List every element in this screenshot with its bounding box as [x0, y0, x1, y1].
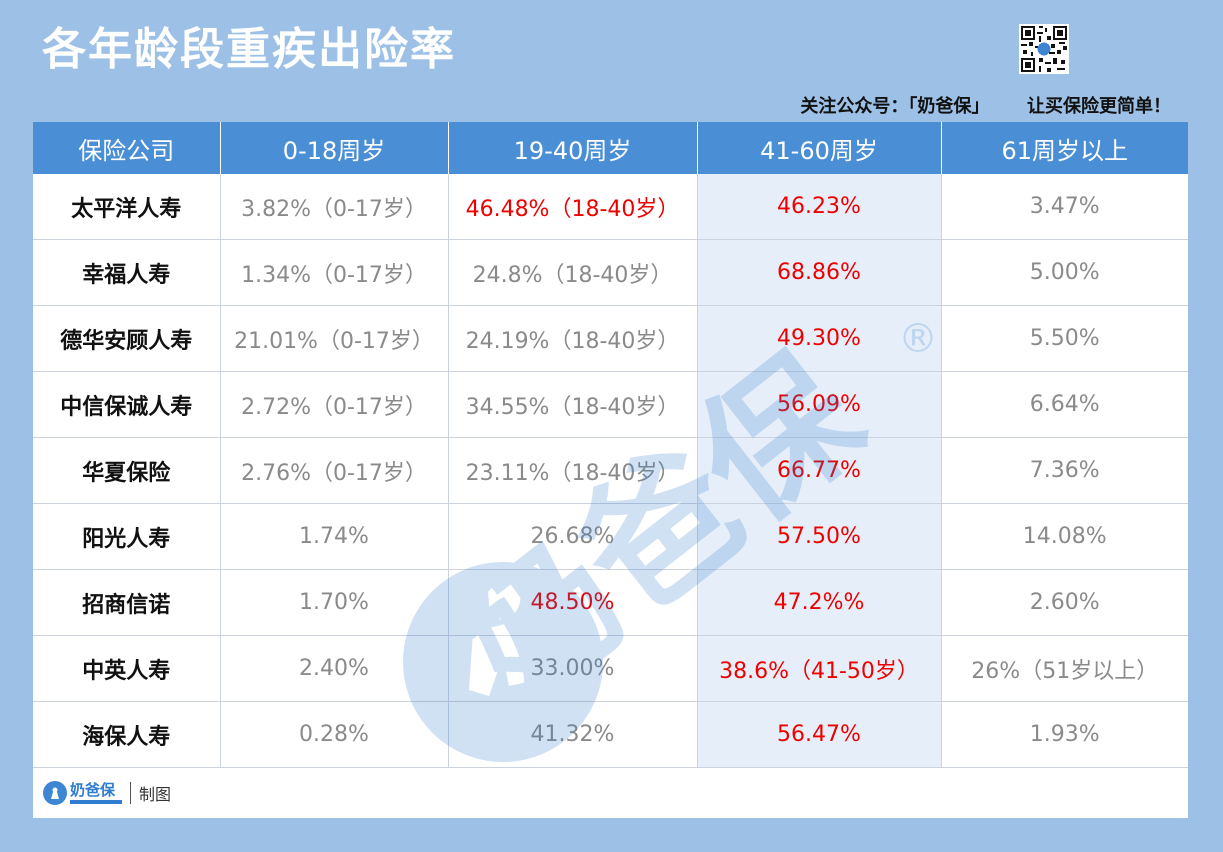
qr-code-icon — [1019, 24, 1069, 74]
rate-cell-0-18: 1.70% — [220, 569, 449, 636]
rate-cell-19-40: 23.11%（18-40岁） — [448, 437, 698, 504]
rate-cell-19-40: 34.55%（18-40岁） — [448, 371, 698, 438]
column-header: 61周岁以上 — [941, 122, 1188, 174]
rate-cell-41-60: 47.2%% — [697, 569, 942, 636]
logo-circle-icon — [43, 781, 67, 805]
rate-cell-19-40: 33.00% — [448, 635, 698, 702]
table-header-row: 保险公司 0-18周岁 19-40周岁 41-60周岁 61周岁以上 — [33, 122, 1188, 174]
rate-cell-41-60: 66.77% — [697, 437, 942, 504]
rate-cell-61-plus: 6.64% — [941, 371, 1188, 438]
rate-cell-19-40: 26.68% — [448, 503, 698, 570]
table-row: 阳光人寿 1.74% 26.68% 57.50% 14.08% — [33, 503, 1188, 570]
table-row: 华夏保险 2.76%（0-17岁） 23.11%（18-40岁） 66.77% … — [33, 437, 1188, 504]
column-header: 41-60周岁 — [697, 122, 942, 174]
company-cell: 德华安顾人寿 — [33, 305, 221, 372]
rate-cell-41-60: 38.6%（41-50岁） — [697, 635, 942, 702]
rate-cell-61-plus: 5.50% — [941, 305, 1188, 372]
rate-cell-0-18: 21.01%（0-17岁） — [220, 305, 449, 372]
page-title: 各年龄段重疾出险率 — [42, 24, 456, 75]
company-cell: 招商信诺 — [33, 569, 221, 636]
rate-cell-41-60: 56.47% — [697, 701, 942, 768]
rate-cell-61-plus: 2.60% — [941, 569, 1188, 636]
rate-cell-0-18: 0.28% — [220, 701, 449, 768]
rate-cell-19-40: 46.48%（18-40岁） — [448, 174, 698, 240]
follow-account-text: 关注公众号：「奶爸保」 让买保险更简单！ — [800, 96, 1171, 117]
rate-cell-41-60: 56.09% — [697, 371, 942, 438]
rate-cell-0-18: 1.74% — [220, 503, 449, 570]
naibabao-logo-icon: 奶爸保 — [43, 781, 122, 805]
rate-cell-61-plus: 7.36% — [941, 437, 1188, 504]
rate-cell-61-plus: 14.08% — [941, 503, 1188, 570]
rate-cell-0-18: 1.34%（0-17岁） — [220, 239, 449, 306]
rate-cell-0-18: 3.82%（0-17岁） — [220, 174, 449, 240]
company-cell: 阳光人寿 — [33, 503, 221, 570]
table-row: 招商信诺 1.70% 48.50% 47.2%% 2.60% — [33, 569, 1188, 636]
rate-cell-61-plus: 3.47% — [941, 174, 1188, 240]
rate-cell-19-40: 41.32% — [448, 701, 698, 768]
rate-cell-61-plus: 26%（51岁以上） — [941, 635, 1188, 702]
company-cell: 太平洋人寿 — [33, 174, 221, 240]
made-by-label: 制图 — [139, 785, 172, 804]
rate-cell-0-18: 2.76%（0-17岁） — [220, 437, 449, 504]
rate-cell-41-60: 49.30% — [697, 305, 942, 372]
table-row: 海保人寿 0.28% 41.32% 56.47% 1.93% — [33, 701, 1188, 768]
rate-cell-41-60: 68.86% — [697, 239, 942, 306]
rate-cell-41-60: 46.23% — [697, 174, 942, 240]
column-header: 0-18周岁 — [220, 122, 449, 174]
table-row: 太平洋人寿 3.82%（0-17岁） 46.48%（18-40岁） 46.23%… — [33, 174, 1188, 240]
claims-rate-table: 保险公司 0-18周岁 19-40周岁 41-60周岁 61周岁以上 太平洋人寿… — [33, 122, 1188, 768]
rate-cell-61-plus: 5.00% — [941, 239, 1188, 306]
rate-cell-19-40: 24.8%（18-40岁） — [448, 239, 698, 306]
column-header: 19-40周岁 — [448, 122, 698, 174]
company-cell: 华夏保险 — [33, 437, 221, 504]
table-row: 德华安顾人寿 21.01%（0-17岁） 24.19%（18-40岁） 49.3… — [33, 305, 1188, 372]
data-table-card: 保险公司 0-18周岁 19-40周岁 41-60周岁 61周岁以上 太平洋人寿… — [33, 122, 1188, 818]
company-cell: 海保人寿 — [33, 701, 221, 768]
table-row: 幸福人寿 1.34%（0-17岁） 24.8%（18-40岁） 68.86% 5… — [33, 239, 1188, 306]
table-row: 中信保诚人寿 2.72%（0-17岁） 34.55%（18-40岁） 56.09… — [33, 371, 1188, 438]
table-row: 中英人寿 2.40% 33.00% 38.6%（41-50岁） 26%（51岁以… — [33, 635, 1188, 702]
rate-cell-0-18: 2.72%（0-17岁） — [220, 371, 449, 438]
footer-credit: 奶爸保 制图 — [43, 777, 171, 809]
rate-cell-19-40: 24.19%（18-40岁） — [448, 305, 698, 372]
rate-cell-61-plus: 1.93% — [941, 701, 1188, 768]
logo-underline — [70, 799, 122, 804]
rate-cell-41-60: 57.50% — [697, 503, 942, 570]
company-cell: 幸福人寿 — [33, 239, 221, 306]
company-cell: 中信保诚人寿 — [33, 371, 221, 438]
rate-cell-19-40: 48.50% — [448, 569, 698, 636]
logo-name: 奶爸保 — [70, 780, 116, 799]
column-header: 保险公司 — [33, 122, 221, 174]
footer-divider — [130, 782, 131, 804]
rate-cell-0-18: 2.40% — [220, 635, 449, 702]
company-cell: 中英人寿 — [33, 635, 221, 702]
